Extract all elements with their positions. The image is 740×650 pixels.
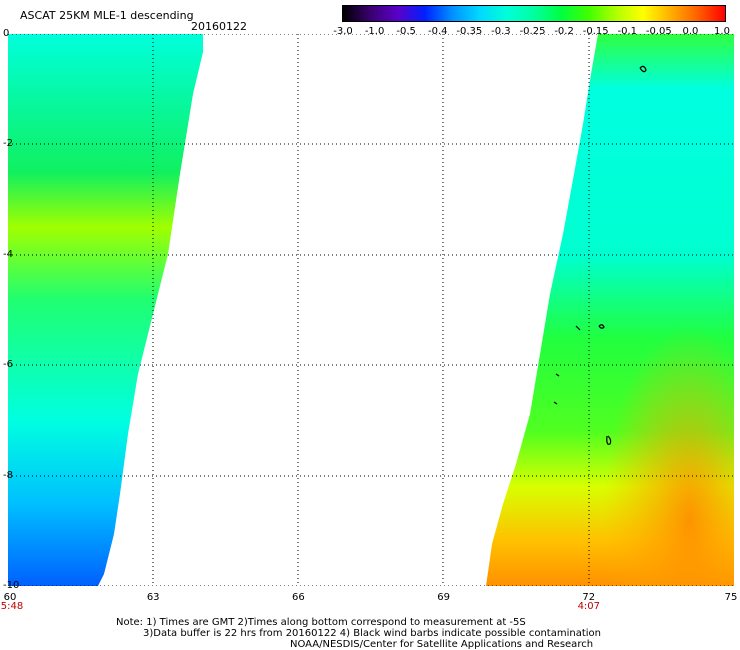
latitude-tick-label: -6 [3,359,13,371]
longitude-tick-label: 60 [3,592,17,603]
colorbar-tick-label: -0.15 [582,26,609,37]
colorbar-tick-label: -3.0 [333,26,353,37]
contamination-marks [553,65,647,445]
latitude-tick-label: -4 [3,248,13,260]
note-line-1: Note: 1) Times are GMT 2)Times along bot… [116,617,526,628]
longitude-tick-label: 69 [437,592,450,603]
note-line-3: NOAA/NESDIS/Center for Satellite Applica… [290,639,594,650]
map-date: 20160122 [191,20,247,33]
colorbar-tick-label: -0.3 [491,26,511,37]
latitude-tick-label: -10 [3,580,20,591]
colorbar-tick-label: -0.5 [396,26,416,37]
colorbar-tick-label: -0.05 [645,26,672,37]
colorbar-tick-label: -1.0 [364,26,385,37]
note-line-2: 3)Data buffer is 22 hrs from 20160122 4)… [143,628,601,639]
swath-map [8,34,734,586]
longitude-tick-label: 66 [292,592,305,603]
colorbar-tick-label: 0.0 [682,26,699,37]
colorbar-tick-label: -0.4 [427,26,448,37]
grid-lines [8,34,734,586]
left-swath [8,34,203,586]
colorbar-tick-label: -0.2 [554,26,574,37]
map-title: ASCAT 25KM MLE-1 descending [20,9,194,22]
longitude-tick-label: 75 [724,592,738,603]
latitude-tick-label: -8 [3,469,13,481]
latitude-tick-label: -2 [3,138,13,150]
colorbar-tick-label: -0.25 [519,26,546,37]
longitude-tick-label: 63 [146,592,160,603]
colorbar-tick-label: -0.35 [456,26,483,37]
swath-time-label: 4:07 [577,601,601,612]
colorbar [342,5,726,22]
longitude-tick-label: 72 [582,592,596,603]
swath-time-label: 5:48 [0,601,24,612]
latitude-tick-label: 0 [3,28,10,39]
colorbar-tick-label: 1.0 [714,26,730,37]
colorbar-tick-label: -0.1 [617,26,638,37]
right-swath-hotspot [486,34,734,586]
